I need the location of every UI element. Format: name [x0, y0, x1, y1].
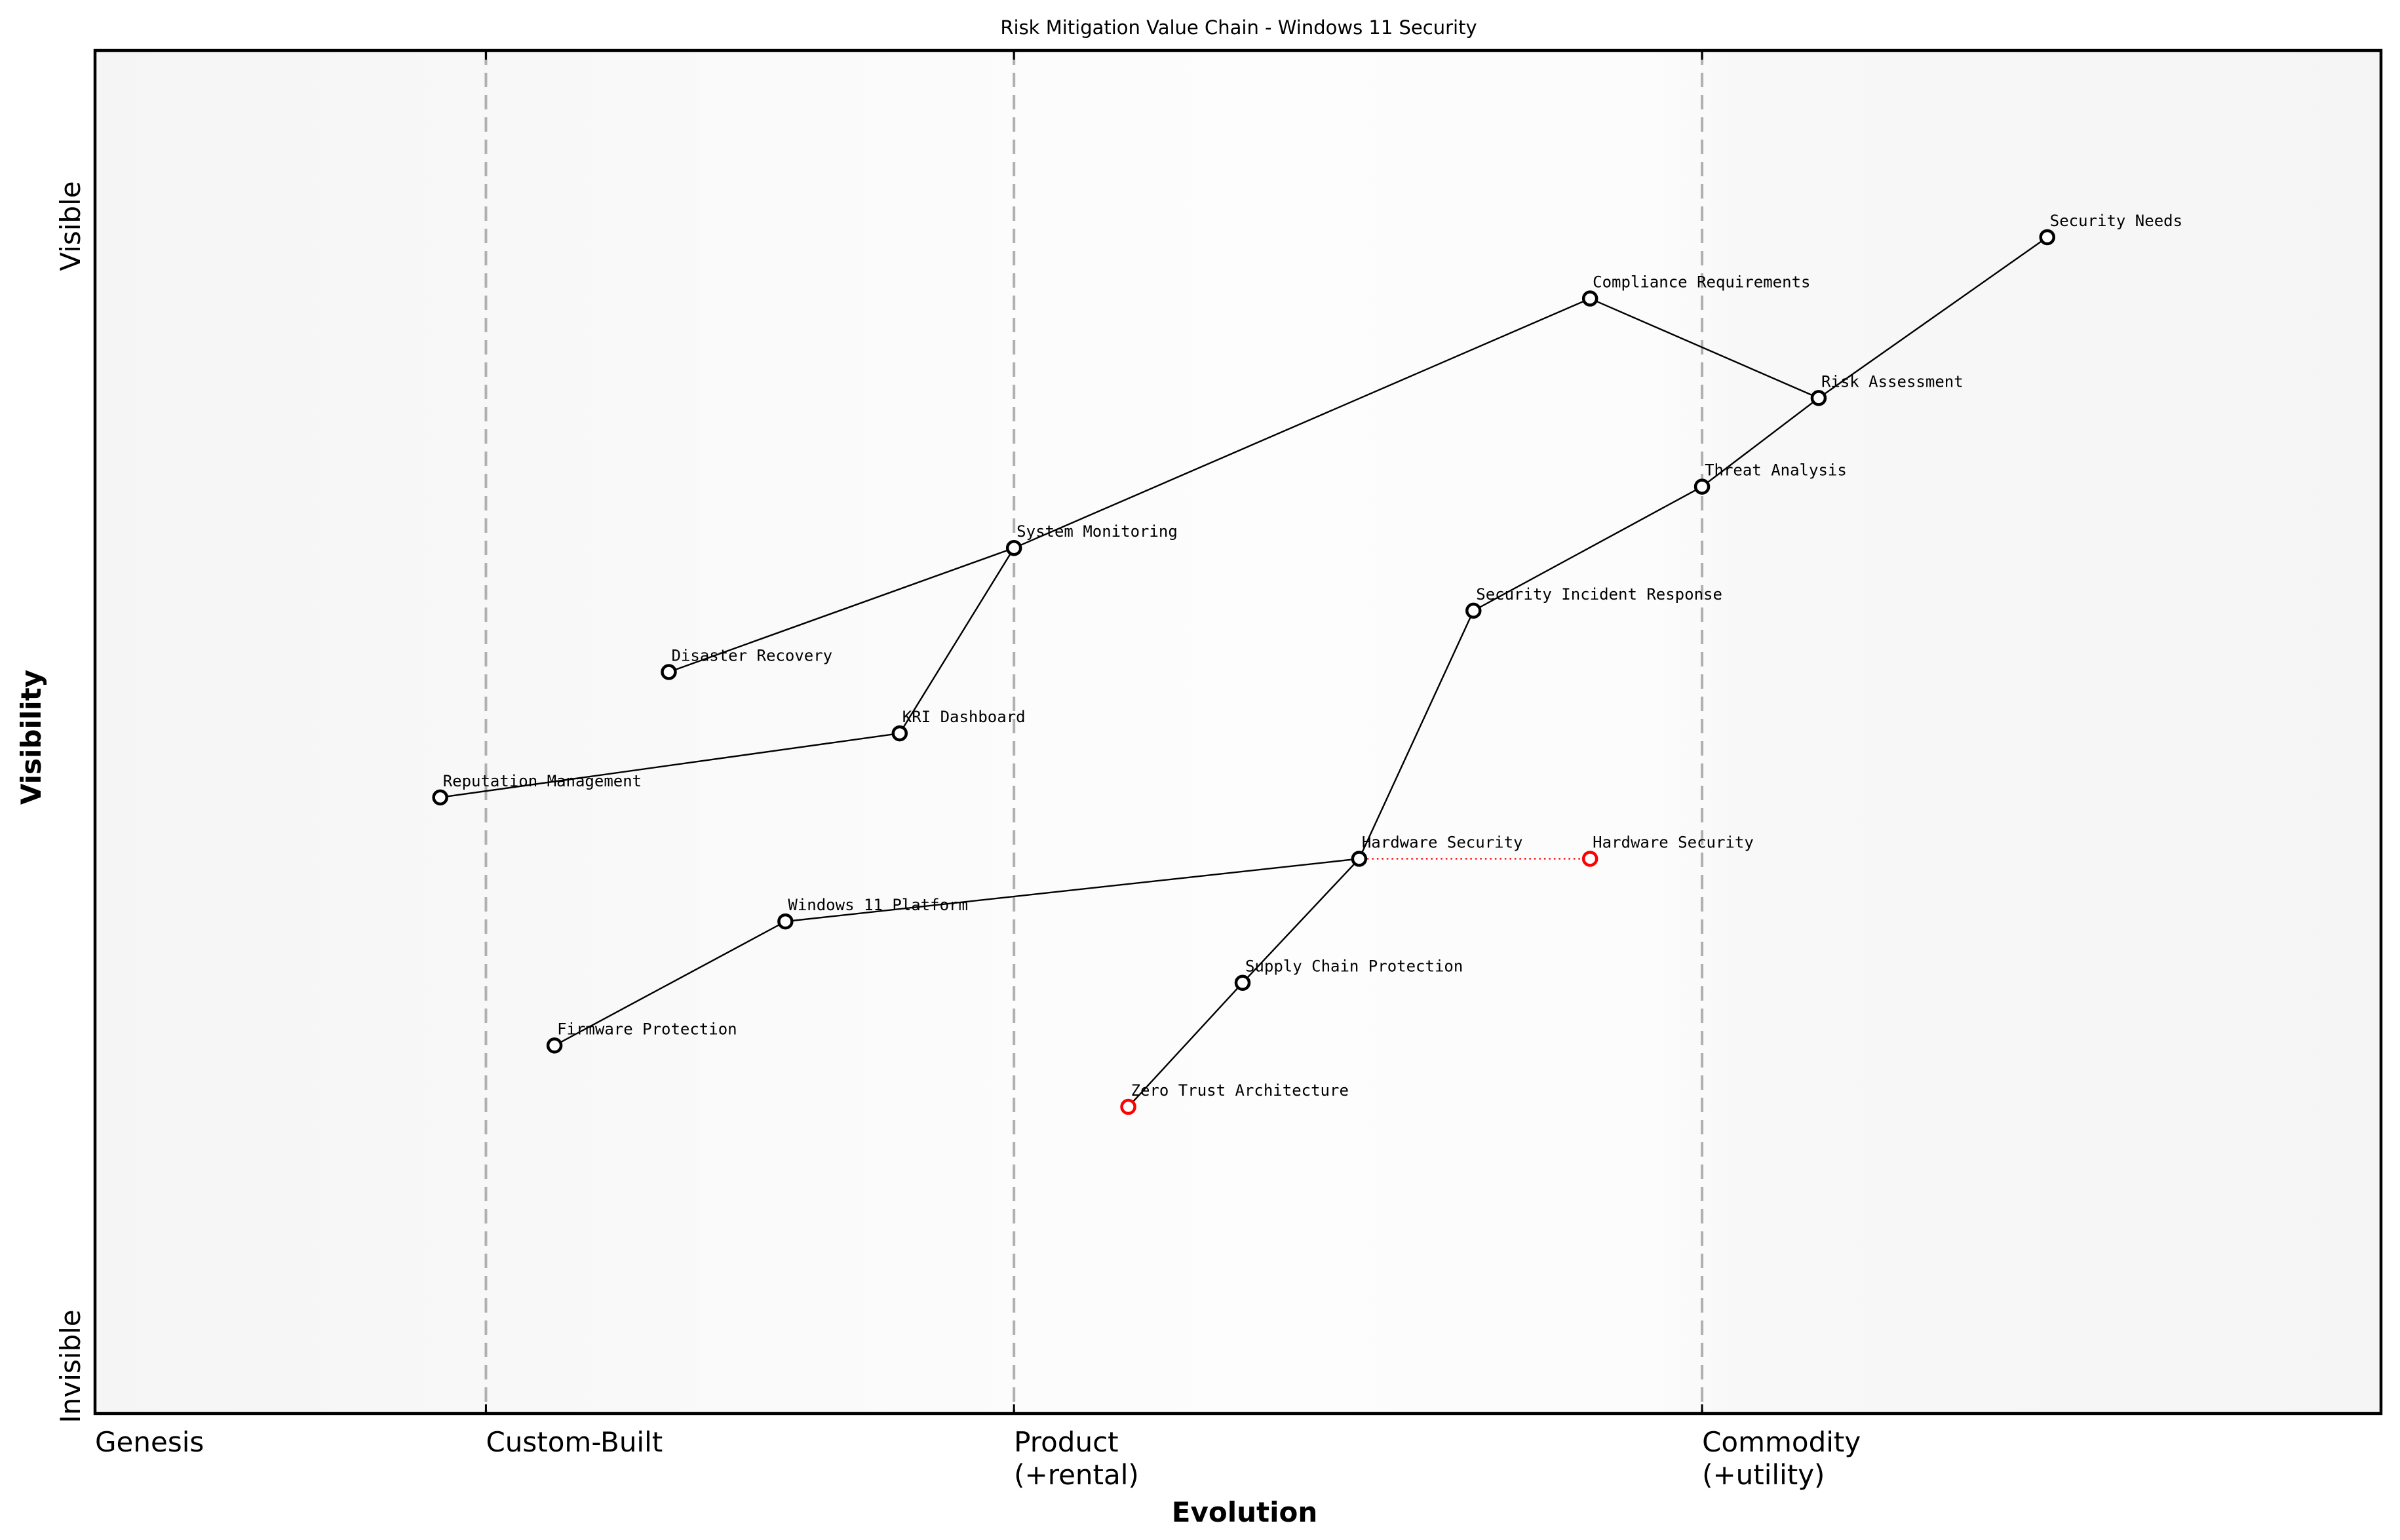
- component-compliance-requirements[interactable]: Compliance Requirements: [1581, 273, 1810, 307]
- dependency-link: [1473, 486, 1703, 611]
- stage-label: Genesis: [95, 1426, 204, 1458]
- dependency-link: [1242, 858, 1360, 984]
- component-node-icon[interactable]: [1351, 851, 1368, 867]
- component-kri-dashboard[interactable]: KRI Dashboard: [891, 708, 1026, 742]
- stage-dividers: [484, 50, 1704, 1414]
- dependency-link: [785, 858, 1359, 923]
- component-label: Security Needs: [2050, 212, 2182, 230]
- component-risk-assessment[interactable]: Risk Assessment: [1810, 372, 1964, 406]
- components: Security Needs Compliance Requirements Ris…: [432, 212, 2182, 1115]
- component-security-incident-response[interactable]: Security Incident Response: [1465, 585, 1722, 619]
- component-node-icon[interactable]: [1581, 290, 1598, 307]
- component-label: Hardware Security: [1362, 833, 1523, 851]
- dependency-link: [1589, 298, 1819, 399]
- component-hardware-security-evolved[interactable]: Hardware Security: [1581, 833, 1754, 867]
- dependency-link: [1818, 236, 2048, 399]
- component-node-icon[interactable]: [777, 913, 794, 930]
- component-label: KRI Dashboard: [902, 708, 1026, 726]
- x-axis-stage-labels: Genesis Custom-Built Product(+rental) Commo…: [95, 50, 1861, 1491]
- component-label: Security Incident Response: [1476, 585, 1722, 604]
- component-node-icon[interactable]: [1694, 478, 1711, 495]
- component-node-icon[interactable]: [432, 789, 448, 806]
- component-reputation-management[interactable]: Reputation Management: [432, 772, 642, 806]
- dependency-link: [1127, 982, 1243, 1107]
- dependency-links: [440, 236, 2048, 1107]
- component-security-needs[interactable]: Security Needs: [2039, 212, 2182, 246]
- component-label: Compliance Requirements: [1593, 273, 1810, 292]
- component-node-icon[interactable]: [1234, 974, 1251, 991]
- component-label: Threat Analysis: [1705, 461, 1847, 480]
- component-disaster-recovery[interactable]: Disaster Recovery: [661, 646, 832, 680]
- component-node-icon[interactable]: [1465, 602, 1482, 619]
- component-label: Reputation Management: [443, 772, 642, 790]
- dependency-link: [1358, 610, 1475, 859]
- component-node-icon[interactable]: [1120, 1098, 1136, 1115]
- chart-title: Risk Mitigation Value Chain - Windows 11…: [1000, 16, 1477, 39]
- dependency-link: [668, 547, 1015, 673]
- plot-frame: [93, 48, 2383, 1415]
- stage-label: Custom-Built: [486, 1426, 663, 1458]
- component-label: Supply Chain Protection: [1245, 957, 1463, 976]
- component-firmware-protection[interactable]: Firmware Protection: [546, 1020, 737, 1054]
- component-system-monitoring[interactable]: System Monitoring: [1005, 522, 1178, 556]
- y-axis-invisible-label: Invisible: [54, 1309, 87, 1423]
- dependency-link: [1013, 298, 1591, 549]
- component-windows-11-platform[interactable]: Windows 11 Platform: [777, 896, 968, 930]
- component-label: Risk Assessment: [1821, 372, 1964, 391]
- stage-sublabel: (+rental): [1014, 1459, 1139, 1491]
- y-axis-title: Visibility: [15, 670, 47, 805]
- plot-background: [95, 50, 2381, 1414]
- component-node-icon[interactable]: [1810, 390, 1827, 406]
- component-label: Disaster Recovery: [671, 646, 832, 664]
- component-node-icon[interactable]: [2039, 229, 2056, 246]
- component-zero-trust-architecture[interactable]: Zero Trust Architecture: [1120, 1081, 1349, 1115]
- dependency-link: [899, 547, 1015, 734]
- dependency-link: [554, 921, 786, 1047]
- component-label: Firmware Protection: [557, 1020, 737, 1038]
- component-label: System Monitoring: [1016, 522, 1178, 541]
- component-node-icon[interactable]: [546, 1037, 563, 1054]
- x-axis-title: Evolution: [1172, 1496, 1317, 1528]
- stage-label: Commodity: [1702, 1426, 1861, 1458]
- dependency-link: [1701, 397, 1819, 488]
- component-threat-analysis[interactable]: Threat Analysis: [1694, 461, 1847, 495]
- stage-sublabel: (+utility): [1702, 1459, 1825, 1491]
- component-node-icon[interactable]: [661, 664, 677, 680]
- component-hardware-security[interactable]: Hardware Security: [1351, 833, 1523, 867]
- component-label: Windows 11 Platform: [788, 896, 968, 914]
- component-node-icon[interactable]: [1581, 851, 1598, 867]
- component-node-icon[interactable]: [891, 725, 908, 742]
- y-axis-visible-label: Visible: [54, 181, 87, 271]
- stage-label: Product: [1014, 1426, 1118, 1458]
- dependency-link: [440, 732, 900, 799]
- component-supply-chain-protection[interactable]: Supply Chain Protection: [1234, 957, 1463, 991]
- component-label: Hardware Security: [1593, 833, 1754, 851]
- component-node-icon[interactable]: [1005, 539, 1022, 556]
- component-label: Zero Trust Architecture: [1131, 1081, 1349, 1100]
